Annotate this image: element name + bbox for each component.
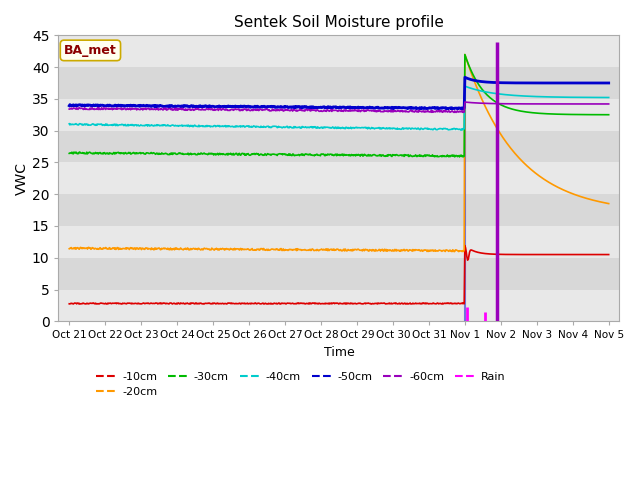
- Text: BA_met: BA_met: [64, 44, 116, 57]
- Y-axis label: VWC: VWC: [15, 162, 29, 195]
- X-axis label: Time: Time: [324, 346, 355, 359]
- Title: Sentek Soil Moisture profile: Sentek Soil Moisture profile: [234, 15, 444, 30]
- Bar: [58, 67, 620, 99]
- Bar: [58, 162, 620, 194]
- Legend: -10cm, -20cm, -30cm, -40cm, -50cm, -60cm, Rain: -10cm, -20cm, -30cm, -40cm, -50cm, -60cm…: [92, 367, 509, 401]
- Bar: [58, 131, 620, 162]
- Bar: [58, 99, 620, 131]
- Bar: [58, 258, 620, 289]
- Bar: [58, 3, 620, 36]
- Bar: [58, 226, 620, 258]
- Bar: [58, 194, 620, 226]
- Bar: [58, 36, 620, 67]
- Bar: [58, 289, 620, 321]
